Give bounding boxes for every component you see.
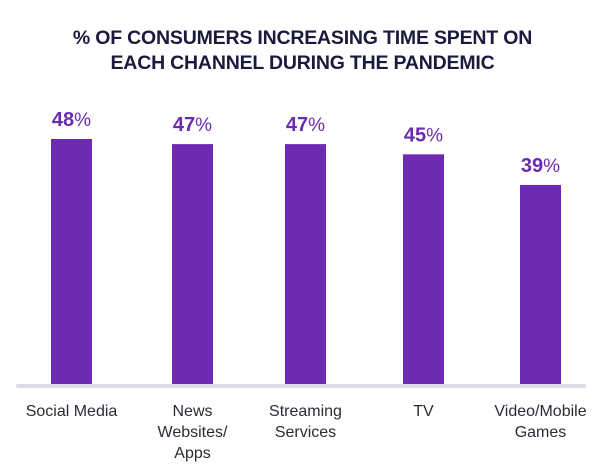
category-label-line: Services	[275, 424, 336, 441]
category-label: Social Media	[26, 403, 118, 420]
value-label: 48%	[52, 109, 91, 131]
value-label-percent-sign: %	[195, 115, 212, 136]
value-label-number: 47	[173, 114, 195, 136]
bar-streaming-services	[285, 144, 326, 384]
value-label-percent-sign: %	[426, 125, 443, 146]
value-label: 47%	[173, 114, 212, 136]
value-label-percent-sign: %	[308, 115, 325, 136]
value-label-number: 48	[52, 109, 74, 131]
category-label-line: TV	[413, 403, 434, 420]
value-label-percent-sign: %	[543, 156, 560, 177]
chart-title: % OF CONSUMERS INCREASING TIME SPENT ON …	[0, 26, 605, 76]
chart-title-line-1: % OF CONSUMERS INCREASING TIME SPENT ON	[72, 27, 533, 49]
category-label: News Websites/Apps	[158, 403, 229, 462]
value-label-number: 47	[286, 114, 308, 136]
bar-social-media	[51, 139, 92, 384]
category-labels-group: Social Media News Websites/Apps Streaming Se…	[26, 403, 587, 462]
bar-tv	[403, 154, 444, 384]
value-label-number: 45	[404, 124, 426, 146]
category-label-line: News	[172, 403, 212, 420]
category-label-line: Apps	[174, 445, 210, 462]
category-label-line: Video/Mobile	[494, 403, 586, 420]
bar-news-websites-apps	[172, 144, 213, 384]
category-label-line: Streaming	[269, 403, 342, 420]
category-label-line: Social Media	[26, 403, 118, 420]
value-label-percent-sign: %	[74, 110, 91, 131]
bars-group	[51, 139, 561, 384]
category-label: Streaming Services	[269, 403, 342, 441]
value-label: 45%	[404, 124, 443, 146]
chart-title-line-2: EACH CHANNEL DURING THE PANDEMIC	[110, 52, 495, 74]
value-label-number: 39	[521, 155, 543, 177]
category-label-line: Websites/	[158, 424, 229, 441]
value-labels-group: 48% 47% 47% 45%39%	[52, 109, 560, 177]
value-label: 39%	[521, 155, 560, 177]
bar-video-mobile-games	[520, 184, 561, 384]
category-label: Video/Mobile Games	[494, 403, 586, 441]
category-label: TV	[413, 403, 434, 420]
value-label: 47%	[286, 114, 325, 136]
category-label-line: Games	[515, 424, 567, 441]
